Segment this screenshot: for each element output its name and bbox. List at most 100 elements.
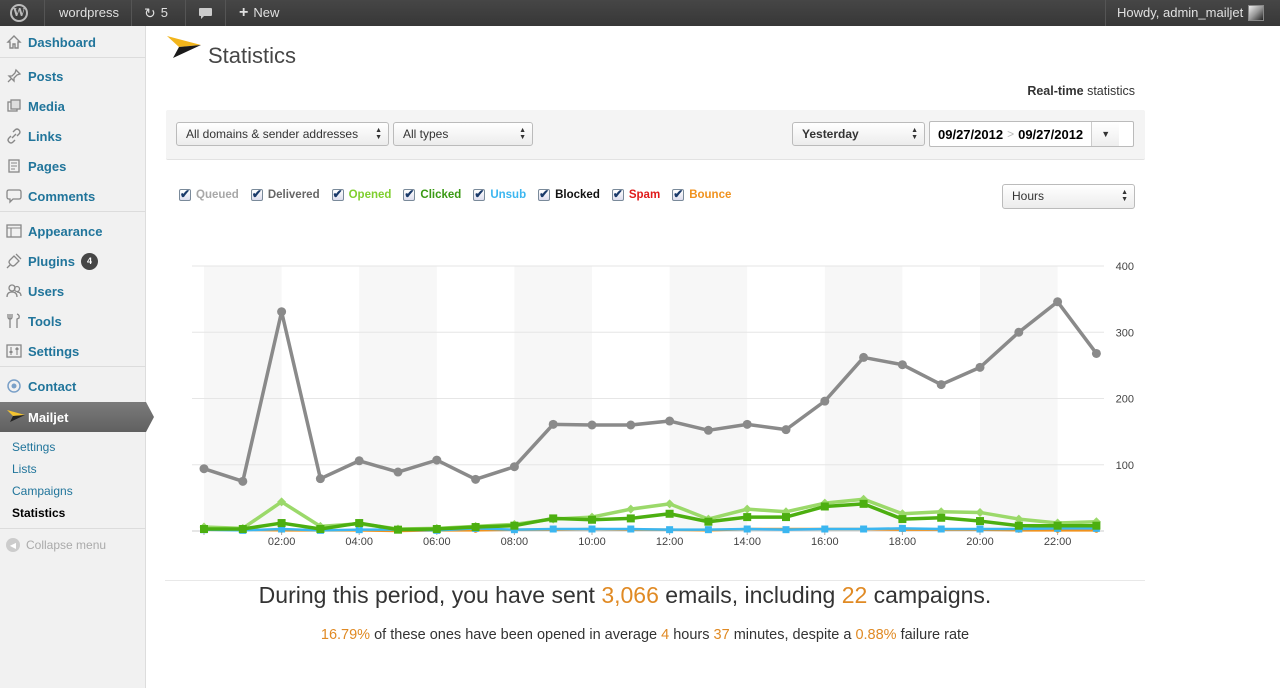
submenu-lists[interactable]: Lists	[12, 462, 37, 476]
data-point-opened	[1014, 514, 1024, 524]
checkbox-checked-icon[interactable]	[538, 187, 551, 201]
select-arrows-icon: ▲ ▼	[1121, 189, 1128, 203]
legend-spam[interactable]: Spam	[611, 187, 660, 201]
submenu-statistics[interactable]: Statistics	[12, 506, 66, 520]
legend-delivered[interactable]: Delivered	[250, 187, 320, 201]
period-select[interactable]: Yesterday ▲ ▼	[792, 122, 925, 146]
x-tick-label: 08:00	[501, 536, 529, 548]
sidebar-item-appearance[interactable]: Appearance	[0, 216, 146, 246]
y-tick-label: 300	[1116, 327, 1134, 339]
series-line-unsub	[203, 527, 1097, 532]
domain-select[interactable]: All domains & sender addresses ▲ ▼	[176, 122, 389, 146]
sidebar-item-settings[interactable]: Settings	[0, 336, 146, 366]
sidebar-item-users[interactable]: Users	[0, 276, 146, 306]
campaigns-count: 22	[841, 582, 868, 608]
site-name: wordpress	[59, 5, 119, 20]
date-to[interactable]: 09/27/2012	[1018, 126, 1084, 142]
data-point-clicked	[743, 513, 752, 522]
type-select-value: All types	[403, 127, 449, 141]
data-point-clicked	[704, 517, 713, 526]
checkbox-checked-icon[interactable]	[179, 187, 191, 201]
sidebar-item-label: Settings	[28, 343, 80, 359]
pin-icon	[5, 67, 23, 85]
legend-label: Delivered	[267, 189, 320, 201]
sidebar-item-media[interactable]: Media	[0, 91, 146, 121]
x-tick-label: 20:00	[966, 536, 994, 548]
new-content-link[interactable]: + New	[239, 0, 279, 26]
sidebar-item-plugins[interactable]: Plugins 4	[0, 246, 146, 276]
x-tick-label: 06:00	[423, 536, 451, 548]
checkbox-checked-icon[interactable]	[250, 187, 263, 201]
data-point-delivered	[1014, 327, 1024, 337]
submenu-settings[interactable]: Settings	[12, 440, 56, 454]
chevron-down-icon[interactable]: ▼	[1091, 122, 1120, 146]
granularity-select[interactable]: Hours ▲ ▼	[1002, 184, 1135, 209]
legend-queued[interactable]: Queued	[179, 187, 239, 201]
data-point-clicked	[200, 525, 208, 534]
data-point-delivered	[742, 419, 752, 429]
new-label: New	[253, 5, 280, 20]
settings-icon	[5, 342, 23, 360]
sidebar-item-posts[interactable]: Posts	[0, 61, 146, 91]
date-from[interactable]: 09/27/2012	[938, 126, 1004, 142]
submenu-campaigns[interactable]: Campaigns	[12, 484, 73, 498]
y-tick-label: 400	[1116, 261, 1134, 273]
sidebar-item-mailjet[interactable]: Mailjet	[0, 402, 154, 432]
admin-bar-divider	[225, 0, 226, 26]
failure-rate: 0.88%	[855, 627, 897, 643]
sidebar-item-contact[interactable]: Contact	[0, 371, 146, 401]
sidebar-item-comments[interactable]: Comments	[0, 181, 146, 211]
legend-label: Unsub	[490, 189, 527, 201]
sidebar-item-label: Posts	[28, 68, 64, 84]
legend-blocked[interactable]: Blocked	[538, 187, 600, 201]
data-point-unsub	[860, 525, 868, 533]
dashboard-icon	[5, 33, 23, 51]
account-menu[interactable]: Howdy, admin_mailjet	[1117, 0, 1265, 26]
legend-bounce[interactable]: Bounce	[672, 187, 731, 201]
data-point-unsub	[355, 526, 363, 534]
collapse-menu-button[interactable]: ◀ Collapse menu	[6, 538, 106, 552]
sidebar-item-tools[interactable]: Tools	[0, 306, 146, 336]
data-point-delivered	[238, 476, 248, 486]
type-select[interactable]: All types ▲ ▼	[393, 122, 533, 146]
data-point-delivered	[315, 474, 325, 484]
sidebar-item-label: Tools	[28, 313, 62, 329]
checkbox-checked-icon[interactable]	[331, 187, 344, 201]
sidebar-item-label: Contact	[28, 378, 77, 394]
avg-open-hours: 4	[661, 627, 670, 643]
site-name-link[interactable]: wordpress	[59, 0, 119, 26]
checkbox-checked-icon[interactable]	[473, 187, 486, 201]
comments-link[interactable]	[198, 0, 213, 26]
series-line-clicked	[204, 502, 1097, 532]
menu-separator	[0, 211, 146, 212]
checkbox-checked-icon[interactable]	[403, 187, 416, 201]
sidebar-item-label: Mailjet	[28, 409, 69, 425]
sidebar-item-label: Dashboard	[28, 34, 96, 50]
summary-text: emails, including	[658, 582, 842, 608]
sidebar-item-label: Comments	[28, 188, 96, 204]
date-range-picker[interactable]: 09/27/2012 > 09/27/2012 ▼	[929, 121, 1134, 147]
sidebar-item-links[interactable]: Links	[0, 121, 146, 151]
checkbox-checked-icon[interactable]	[672, 187, 685, 201]
series-line-delivered	[203, 300, 1098, 484]
data-point-unsub	[937, 525, 945, 533]
select-arrows-icon: ▲ ▼	[375, 127, 382, 141]
data-point-clicked	[859, 499, 868, 508]
sidebar-item-dashboard[interactable]: Dashboard	[0, 27, 146, 57]
checkbox-checked-icon[interactable]	[611, 187, 624, 201]
granularity-select-value: Hours	[1012, 189, 1045, 203]
legend-clicked[interactable]: Clicked	[403, 187, 461, 201]
plug-icon	[5, 252, 23, 270]
legend-opened[interactable]: Opened	[331, 187, 391, 201]
wordpress-logo-icon[interactable]: W	[10, 0, 28, 26]
x-tick-label: 10:00	[578, 536, 606, 548]
updates-link[interactable]: ↻ 5	[144, 0, 168, 26]
appearance-icon	[5, 222, 23, 240]
data-point-clicked	[355, 519, 364, 528]
legend-unsub[interactable]: Unsub	[473, 187, 527, 201]
sidebar-item-pages[interactable]: Pages	[0, 151, 146, 181]
data-point-unsub	[666, 526, 674, 534]
data-point-unsub	[782, 526, 790, 534]
data-point-delivered	[820, 396, 830, 406]
